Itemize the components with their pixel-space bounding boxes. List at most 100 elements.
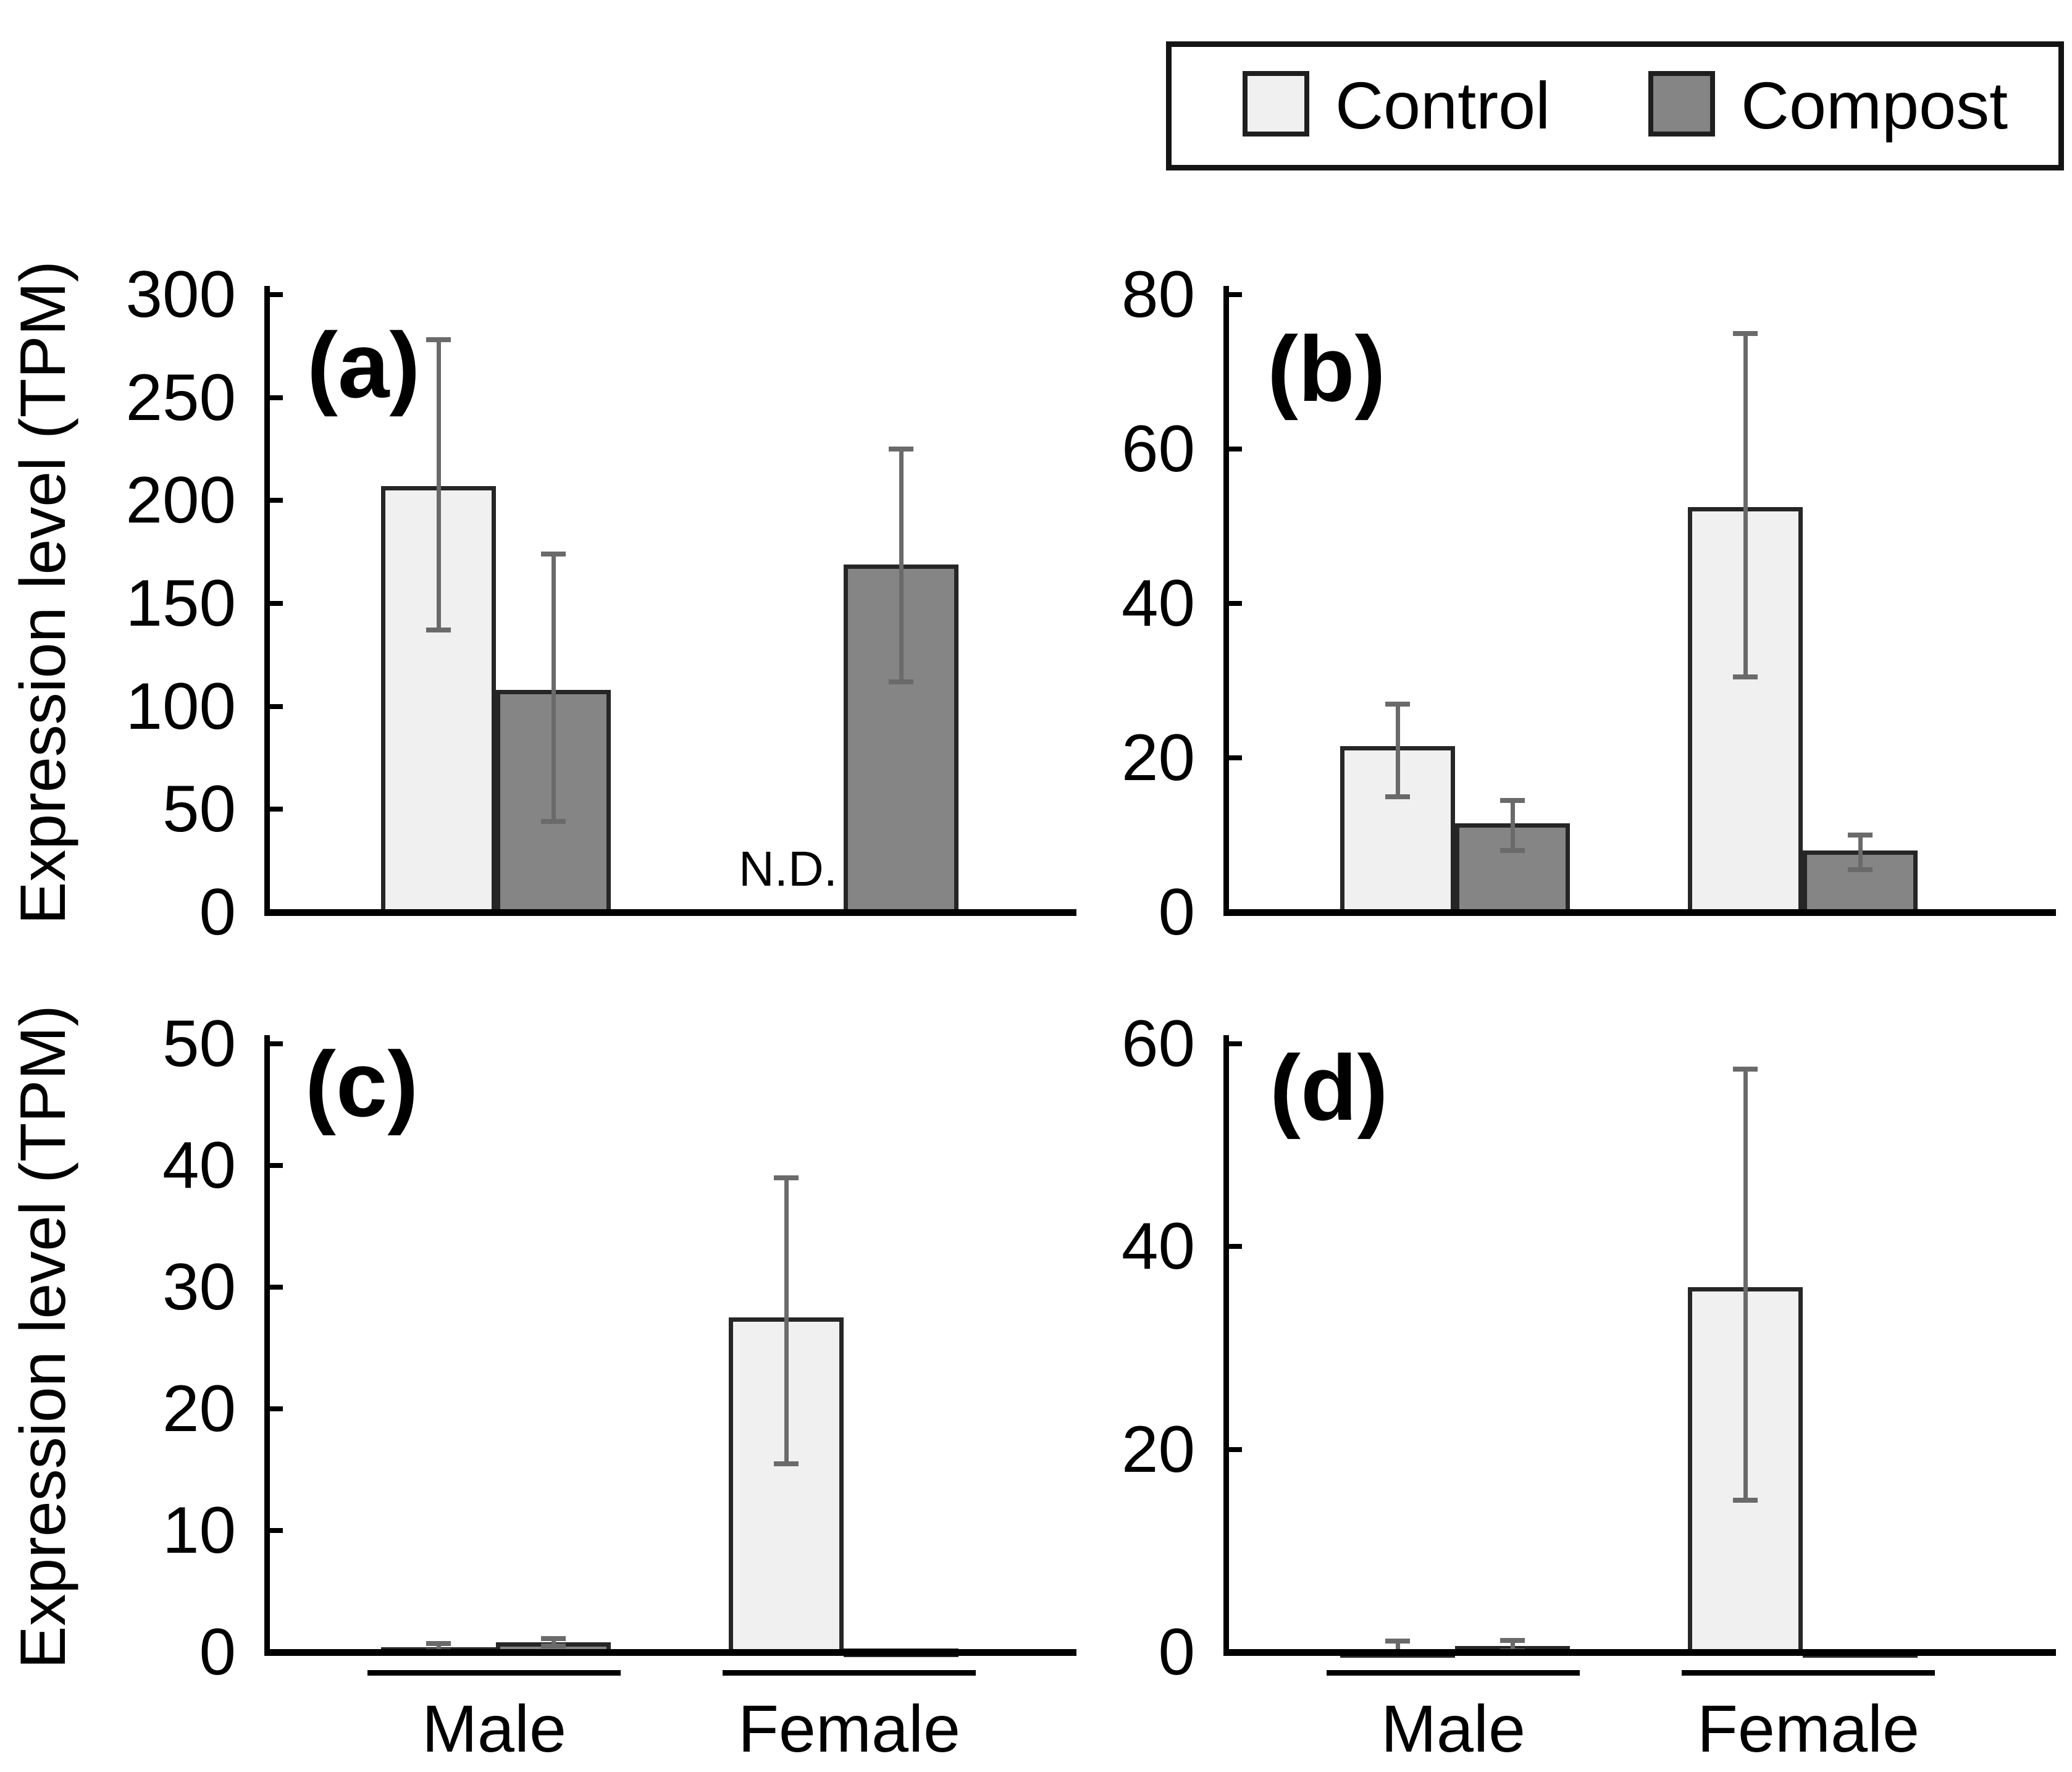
error-bar-line bbox=[552, 554, 556, 822]
legend: Control Compost bbox=[1166, 41, 2064, 170]
error-bar-cap-bottom bbox=[1500, 848, 1525, 853]
error-bar-cap-top bbox=[541, 552, 566, 556]
y-tick bbox=[269, 1406, 283, 1411]
category-label-male: Male bbox=[1380, 1691, 1526, 1766]
panel-letter: (d) bbox=[1270, 1036, 1388, 1140]
error-bar-cap-bottom bbox=[1385, 794, 1410, 799]
y-tick-label: 0 bbox=[1158, 1615, 1195, 1689]
error-bar-line bbox=[784, 1177, 789, 1464]
error-bar-cap-top bbox=[1733, 1067, 1758, 1072]
error-bar-line bbox=[1743, 333, 1748, 677]
y-tick bbox=[1228, 1244, 1242, 1249]
y-tick bbox=[269, 1163, 283, 1168]
legend-swatch-compost bbox=[1648, 71, 1715, 136]
y-tick-label: 80 bbox=[1121, 257, 1195, 331]
y-tick bbox=[269, 703, 283, 709]
y-tick-label: 40 bbox=[1121, 1209, 1195, 1283]
y-tick bbox=[269, 910, 283, 915]
y-tick bbox=[1228, 1650, 1242, 1655]
y-tick bbox=[269, 1528, 283, 1533]
panel-letter: (a) bbox=[307, 313, 421, 417]
error-bar-cap-top bbox=[1733, 330, 1758, 336]
error-bar-line bbox=[1743, 1069, 1748, 1500]
error-bar-cap-bottom bbox=[541, 819, 566, 825]
y-tick bbox=[269, 1650, 283, 1655]
legend-label-control: Control bbox=[1335, 68, 1551, 143]
y-tick-label: 0 bbox=[199, 875, 236, 949]
category-underline-female bbox=[723, 1670, 976, 1676]
y-axis-line bbox=[264, 1035, 270, 1655]
y-tick bbox=[269, 601, 283, 606]
error-bar-cap-top bbox=[1385, 701, 1410, 707]
error-bar-cap-bottom bbox=[774, 1461, 799, 1466]
x-axis-line bbox=[1223, 909, 2056, 916]
error-bar-cap-bottom bbox=[1733, 674, 1758, 679]
error-bar-line bbox=[1511, 800, 1515, 850]
error-bar-cap-bottom bbox=[426, 628, 451, 633]
y-tick-label: 20 bbox=[1121, 1411, 1195, 1486]
y-tick-label: 60 bbox=[1121, 411, 1195, 485]
y-tick bbox=[269, 395, 283, 400]
legend-swatch-control bbox=[1243, 71, 1309, 136]
y-tick-label: 50 bbox=[162, 1006, 236, 1080]
category-label-female: Female bbox=[1697, 1691, 1920, 1766]
x-axis-line bbox=[264, 1649, 1076, 1656]
y-tick bbox=[269, 1285, 283, 1290]
y-tick-label: 0 bbox=[1158, 875, 1195, 949]
y-tick bbox=[1228, 1447, 1242, 1452]
y-tick-label: 40 bbox=[1121, 566, 1195, 640]
error-bar-cap-top bbox=[1385, 1638, 1410, 1644]
error-bar-cap-bottom bbox=[889, 679, 913, 684]
y-tick-label: 20 bbox=[1121, 720, 1195, 794]
y-tick-label: 100 bbox=[125, 668, 236, 743]
error-bar-line bbox=[1396, 703, 1400, 797]
y-tick-label: 250 bbox=[125, 359, 236, 434]
error-bar-cap-bottom bbox=[541, 1644, 566, 1649]
y-tick bbox=[1228, 1041, 1242, 1046]
x-axis-line bbox=[264, 909, 1076, 916]
error-bar-cap-top bbox=[541, 1636, 566, 1642]
error-bar-cap-top bbox=[426, 1641, 451, 1647]
category-underline-male bbox=[367, 1670, 621, 1676]
panel-letter: (c) bbox=[305, 1032, 419, 1136]
y-tick bbox=[269, 1041, 283, 1046]
panel-letter: (b) bbox=[1267, 317, 1386, 421]
error-bar-line bbox=[1396, 1640, 1400, 1652]
error-bar-cap-bottom bbox=[1848, 867, 1873, 873]
error-bar-line bbox=[437, 340, 441, 631]
category-label-female: Female bbox=[737, 1691, 961, 1766]
error-bar-cap-top bbox=[889, 447, 913, 451]
y-tick-label: 300 bbox=[125, 257, 236, 331]
y-tick-label: 200 bbox=[125, 463, 236, 537]
error-bar-cap-top bbox=[426, 337, 451, 343]
y-tick-label: 50 bbox=[162, 771, 236, 846]
y-tick-label: 150 bbox=[125, 566, 236, 640]
error-bar-cap-top bbox=[1500, 1638, 1525, 1644]
error-bar-line bbox=[899, 449, 904, 682]
legend-label-compost: Compost bbox=[1741, 68, 2008, 143]
error-bar-cap-top bbox=[774, 1175, 799, 1180]
nd-annotation: N.D. bbox=[739, 841, 837, 896]
y-axis-title-row2: Expression level (TPM) bbox=[7, 1005, 79, 1669]
x-axis-line bbox=[1223, 1649, 2056, 1656]
y-tick-label: 30 bbox=[162, 1249, 236, 1324]
y-axis-line bbox=[264, 286, 270, 915]
error-bar-line bbox=[1511, 1640, 1515, 1652]
y-tick bbox=[269, 292, 283, 297]
y-tick-label: 0 bbox=[199, 1615, 236, 1689]
y-tick bbox=[1228, 292, 1242, 297]
category-label-male: Male bbox=[421, 1691, 567, 1766]
error-bar-line bbox=[1858, 835, 1863, 870]
error-bar-cap-top bbox=[1848, 833, 1873, 838]
y-tick bbox=[1228, 601, 1242, 606]
y-tick bbox=[269, 498, 283, 503]
y-tick-label: 20 bbox=[162, 1371, 236, 1445]
y-tick-label: 10 bbox=[162, 1493, 236, 1567]
y-tick bbox=[1228, 755, 1242, 760]
error-bar-line bbox=[552, 1639, 556, 1647]
y-tick-label: 40 bbox=[162, 1128, 236, 1202]
y-axis-line bbox=[1223, 1035, 1229, 1655]
category-underline-female bbox=[1682, 1670, 1935, 1676]
error-bar-cap-top bbox=[1500, 797, 1525, 803]
